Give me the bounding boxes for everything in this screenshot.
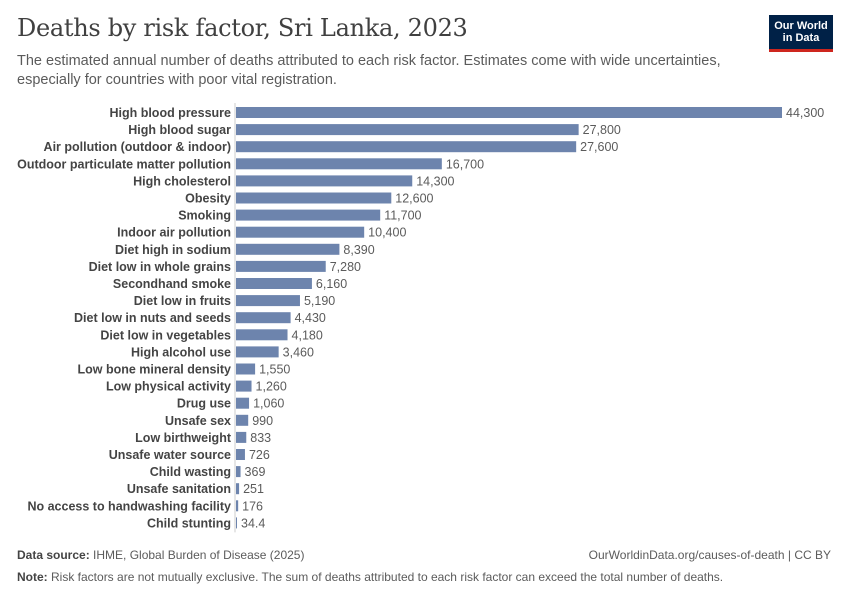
bar[interactable] xyxy=(236,363,256,375)
category-label: Unsafe water source xyxy=(109,448,231,462)
source-url[interactable]: OurWorldinData.org/causes-of-death | CC … xyxy=(588,548,831,562)
value-label: 726 xyxy=(249,448,270,462)
value-label: 27,600 xyxy=(580,140,618,154)
category-label: Indoor air pollution xyxy=(117,226,231,240)
value-label: 4,180 xyxy=(292,328,323,342)
category-label: Diet low in fruits xyxy=(134,294,231,308)
bar[interactable] xyxy=(236,158,442,170)
bar-chart: High blood pressure 44,300 High blood suga… xyxy=(17,103,824,533)
value-label: 4,430 xyxy=(295,311,326,325)
category-label: Unsafe sex xyxy=(165,414,231,428)
chart-title: Deaths by risk factor, Sri Lanka, 2023 xyxy=(17,14,468,42)
bar[interactable] xyxy=(236,380,252,392)
bar[interactable] xyxy=(236,226,365,238)
bar[interactable] xyxy=(236,500,239,512)
value-label: 44,300 xyxy=(786,106,824,120)
chart-note: Note: Risk factors are not mutually excl… xyxy=(17,570,723,584)
bar[interactable] xyxy=(236,517,237,529)
data-source-label: Data source: xyxy=(17,548,90,562)
category-label: Smoking xyxy=(178,209,231,223)
value-label: 6,160 xyxy=(316,277,347,291)
value-label: 833 xyxy=(250,431,271,445)
value-label: 8,390 xyxy=(343,243,374,257)
value-label: 251 xyxy=(243,482,264,496)
value-label: 11,700 xyxy=(384,209,421,223)
owid-logo[interactable]: Our World in Data xyxy=(769,15,833,52)
bar[interactable] xyxy=(236,431,247,443)
bar[interactable] xyxy=(236,329,288,341)
category-label: Low birthweight xyxy=(135,431,232,445)
bar[interactable] xyxy=(236,209,381,221)
category-label: Diet low in nuts and seeds xyxy=(74,311,231,325)
data-source: Data source: IHME, Global Burden of Dise… xyxy=(17,548,304,562)
category-label: High alcohol use xyxy=(131,345,231,359)
category-label: Child stunting xyxy=(147,516,231,530)
category-label: Outdoor particulate matter pollution xyxy=(17,157,231,171)
value-label: 1,550 xyxy=(259,363,290,377)
value-label: 369 xyxy=(245,465,266,479)
value-label: 3,460 xyxy=(283,345,314,359)
category-label: Diet high in sodium xyxy=(115,243,231,257)
category-label: Secondhand smoke xyxy=(113,277,231,291)
category-label: Diet low in vegetables xyxy=(100,328,231,342)
bar[interactable] xyxy=(236,192,392,204)
bar[interactable] xyxy=(236,312,291,324)
value-label: 176 xyxy=(242,499,263,513)
value-label: 7,280 xyxy=(330,260,361,274)
logo-line-2: in Data xyxy=(782,32,820,44)
bar[interactable] xyxy=(236,449,245,460)
bar[interactable] xyxy=(236,346,279,358)
bar[interactable] xyxy=(236,483,240,495)
category-label: Low bone mineral density xyxy=(78,363,232,377)
note-label: Note: xyxy=(17,570,48,584)
value-label: 27,800 xyxy=(583,123,621,137)
category-label: High cholesterol xyxy=(133,174,231,188)
value-label: 10,400 xyxy=(368,226,406,240)
value-label: 1,060 xyxy=(253,397,284,411)
note-text: Risk factors are not mutually exclusive.… xyxy=(47,570,724,584)
category-label: Unsafe sanitation xyxy=(127,482,231,496)
category-label: High blood pressure xyxy=(109,106,231,120)
bar[interactable] xyxy=(236,397,250,409)
bar[interactable] xyxy=(236,243,340,255)
bar[interactable] xyxy=(236,295,300,307)
data-source-text[interactable]: IHME, Global Burden of Disease (2025) xyxy=(89,548,305,562)
category-label: Air pollution (outdoor & indoor) xyxy=(44,140,231,154)
value-label: 1,260 xyxy=(256,380,287,394)
value-label: 16,700 xyxy=(446,157,484,171)
value-label: 990 xyxy=(252,414,273,428)
bar[interactable] xyxy=(236,278,312,289)
category-label: High blood sugar xyxy=(128,123,231,137)
chart-subtitle: The estimated annual number of deaths at… xyxy=(17,53,721,88)
category-label: Drug use xyxy=(177,397,231,411)
category-label: No access to handwashing facility xyxy=(27,499,231,513)
bar[interactable] xyxy=(236,466,241,478)
bar[interactable] xyxy=(236,107,782,118)
category-label: Diet low in whole grains xyxy=(89,260,231,274)
value-label: 14,300 xyxy=(416,174,454,188)
logo-line-1: Our World xyxy=(774,20,828,32)
bar[interactable] xyxy=(236,141,577,153)
value-label: 12,600 xyxy=(395,192,433,206)
category-label: Obesity xyxy=(185,192,231,206)
bar[interactable] xyxy=(236,260,326,272)
value-label: 34.4 xyxy=(241,516,265,530)
bar[interactable] xyxy=(236,124,579,136)
bar[interactable] xyxy=(236,175,413,187)
value-label: 5,190 xyxy=(304,294,335,308)
bar[interactable] xyxy=(236,414,249,426)
category-label: Low physical activity xyxy=(106,380,231,394)
category-label: Child wasting xyxy=(150,465,231,479)
